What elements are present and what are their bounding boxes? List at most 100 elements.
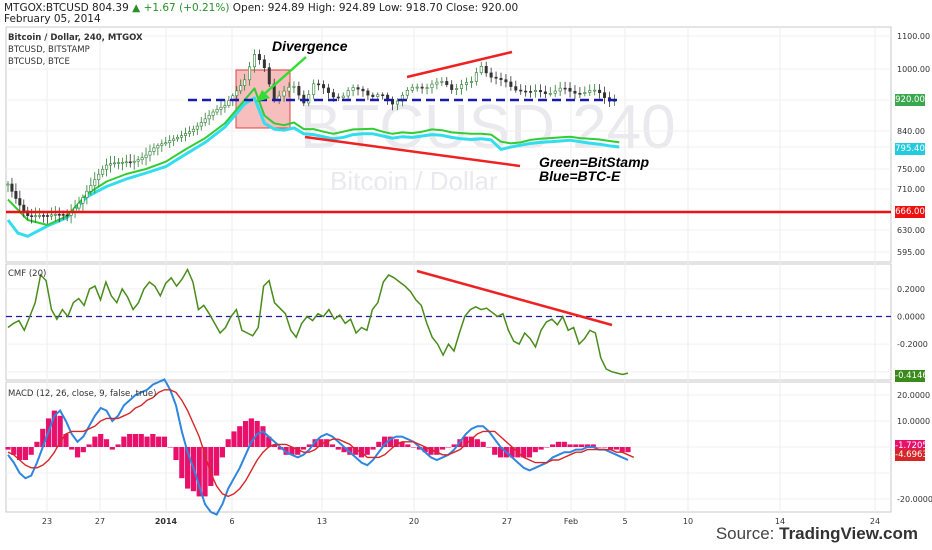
macd-histogram-bar <box>364 447 370 455</box>
cmf-divergence-line <box>416 269 613 327</box>
candle-body <box>219 106 223 110</box>
candle-body <box>415 86 419 89</box>
macd-histogram-bar <box>376 441 382 447</box>
macd-histogram-bar <box>28 447 34 455</box>
candle-body <box>474 72 478 82</box>
candle-body <box>164 142 168 145</box>
pane-frame-1 <box>5 263 892 381</box>
candle-body <box>211 111 215 116</box>
macd-histogram-bar <box>602 447 608 448</box>
macd-histogram-bar <box>138 434 144 447</box>
macd-histogram-bar <box>329 444 336 447</box>
macd-histogram-bar <box>579 444 585 447</box>
candle-body <box>450 84 454 90</box>
candle-body <box>116 162 120 164</box>
macd-histogram-bar <box>341 447 347 453</box>
source-brand: TradingView.com <box>779 524 918 543</box>
arrow-head-icon <box>256 90 270 102</box>
candle-body <box>30 215 34 217</box>
candle-body <box>235 90 239 97</box>
price-tag-macd-signal: -4.6963 <box>895 449 928 461</box>
annotation-blue-btce: Blue=BTC-E <box>539 168 621 184</box>
macd-histogram-bar <box>86 444 92 447</box>
macd-histogram-bar <box>463 436 469 447</box>
candle-body <box>128 161 132 164</box>
candle-body <box>543 91 547 94</box>
macd-histogram-bar <box>370 447 376 450</box>
macd-histogram-bar <box>167 447 173 448</box>
macd-histogram-bar <box>544 447 550 448</box>
macd-histogram-bar <box>411 447 417 448</box>
macd-histogram-bar <box>92 436 98 447</box>
macd-histogram-bar <box>492 447 498 455</box>
candle-body <box>282 90 286 97</box>
pane-title-price: Bitcoin / Dollar, 240, MTGOX <box>8 33 143 43</box>
signal-line <box>7 389 635 498</box>
macd-histogram-bar <box>109 447 115 450</box>
candle-body <box>207 114 211 120</box>
candle-body <box>386 94 390 100</box>
source-credit: Source: TradingView.com <box>716 524 918 544</box>
macd-histogram-bar <box>474 439 480 447</box>
macd-histogram-bar <box>57 415 63 447</box>
macd-histogram-bar <box>202 447 208 497</box>
candle-body <box>420 86 424 89</box>
macd-histogram-bar <box>445 447 451 448</box>
candle-body <box>168 140 172 143</box>
btce-series-line <box>6 96 620 238</box>
candle-body <box>223 105 227 108</box>
macd-histogram-bar <box>538 447 544 450</box>
macd-histogram-bar <box>382 436 388 447</box>
candle-body <box>172 138 176 141</box>
macd-histogram-bar <box>173 447 179 460</box>
macd-histogram-bar <box>5 447 11 450</box>
macd-histogram-bar <box>242 421 249 447</box>
annotation-green-bitstamp: Green=BitStamp <box>539 154 650 170</box>
candle-body <box>239 85 243 92</box>
cmf-line <box>7 267 629 376</box>
cmf-tick-label: 0.2000 <box>897 285 925 294</box>
candle-body <box>156 145 160 149</box>
macd-histogram-bar <box>179 447 185 479</box>
candle-body <box>112 162 116 165</box>
candle-body <box>494 76 498 79</box>
candle-body <box>563 87 567 90</box>
macd-histogram-bar <box>300 447 307 450</box>
candle-body <box>312 83 316 95</box>
arrow-shaft <box>261 56 307 97</box>
candle-body <box>346 90 350 97</box>
candle-body <box>199 122 203 127</box>
candle-body <box>307 94 311 104</box>
candle-body <box>215 109 219 113</box>
candle-body <box>455 88 459 90</box>
macd-histogram-bar <box>625 447 631 453</box>
candle-body <box>18 198 22 206</box>
candle-body <box>405 89 409 96</box>
macd-tick-label: 20.0000 <box>897 391 930 400</box>
macd-histogram-bar <box>526 447 533 458</box>
candle-body <box>499 77 503 81</box>
candle-body <box>248 66 252 81</box>
candle-body <box>484 65 488 74</box>
macd-histogram-bar <box>613 447 620 450</box>
x-tick-label: 20 <box>409 517 419 526</box>
macd-histogram-bar <box>150 434 156 447</box>
bottom-divergence-line <box>304 135 521 168</box>
macd-histogram-bar <box>115 444 121 447</box>
x-tick-label: 24 <box>870 517 880 526</box>
close-label: Close: <box>446 2 479 14</box>
candle-body <box>371 94 375 97</box>
candle-body <box>267 67 271 85</box>
macd-histogram-bar <box>289 447 295 455</box>
candle-body <box>152 147 156 152</box>
macd-histogram-bar <box>480 441 486 447</box>
candle-body <box>77 202 81 209</box>
macd-histogram-bar <box>596 447 602 448</box>
macd-histogram-bar <box>196 447 202 497</box>
cmf-tick-label: 0.0000 <box>897 312 925 321</box>
price-tick-label: 1000.00 <box>897 65 930 74</box>
candle-body <box>573 90 577 94</box>
high-value: 924.89 <box>338 2 376 14</box>
candle-body <box>430 83 434 88</box>
